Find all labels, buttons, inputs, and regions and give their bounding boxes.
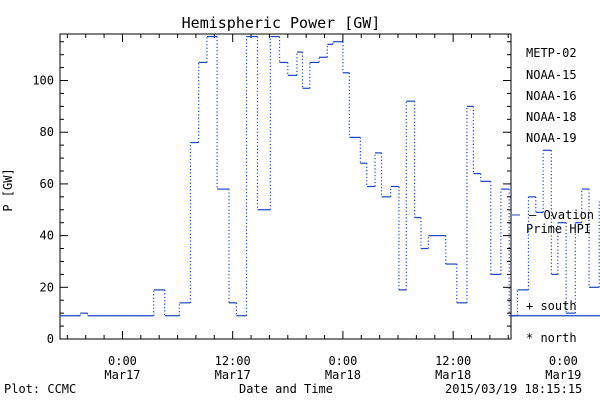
y-tick-label: 40 (40, 229, 54, 243)
legend: METP-02 NOAA-15 NOAA-16 NOAA-18 NOAA-19 … (512, 46, 594, 345)
y-axis-label: P [GW] (1, 168, 15, 211)
plot-frame (59, 33, 512, 340)
y-tick-label: 60 (40, 177, 54, 191)
y-tick-label: 0 (47, 332, 54, 346)
legend-south-marker: + south (526, 299, 577, 313)
legend-model-label-line1: — Ovation (529, 208, 594, 222)
x-tick-time-label: 0:00 (108, 354, 137, 368)
footer-left: Plot: CCMC (4, 382, 76, 396)
x-tick-time-label: 0:00 (328, 354, 357, 368)
plot-axes: 0204060801000:00Mar1712:00Mar170:00Mar18… (32, 33, 581, 382)
series-layer (60, 35, 600, 317)
x-tick-date-label: Mar18 (435, 368, 471, 382)
legend-satellite-noaa18: NOAA-18 (526, 110, 577, 124)
y-tick-label: 100 (32, 74, 54, 88)
legend-satellite-noaa16: NOAA-16 (526, 89, 577, 103)
x-tick-time-label: 12:00 (435, 354, 471, 368)
legend-satellite-metp02: METP-02 (526, 46, 577, 60)
legend-model-label-line2: Prime HPI (526, 222, 591, 236)
x-tick-date-label: Mar18 (325, 368, 361, 382)
legend-satellite-noaa15: NOAA-15 (526, 68, 577, 82)
x-tick-date-label: Mar17 (104, 368, 140, 382)
y-tick-label: 20 (40, 280, 54, 294)
chart-title: Hemispheric Power [GW] (182, 14, 381, 32)
footer-right: 2015/03/19 18:15:15 (445, 382, 582, 396)
y-tick-label: 80 (40, 125, 54, 139)
x-axis-label: Date and Time (239, 382, 333, 396)
x-tick-time-label: 12:00 (215, 354, 251, 368)
legend-satellite-noaa19: NOAA-19 (526, 131, 577, 145)
x-tick-date-label: Mar17 (215, 368, 251, 382)
x-tick-date-label: Mar19 (545, 368, 581, 382)
legend-north-marker: * north (526, 331, 577, 345)
x-tick-time-label: 0:00 (549, 354, 578, 368)
